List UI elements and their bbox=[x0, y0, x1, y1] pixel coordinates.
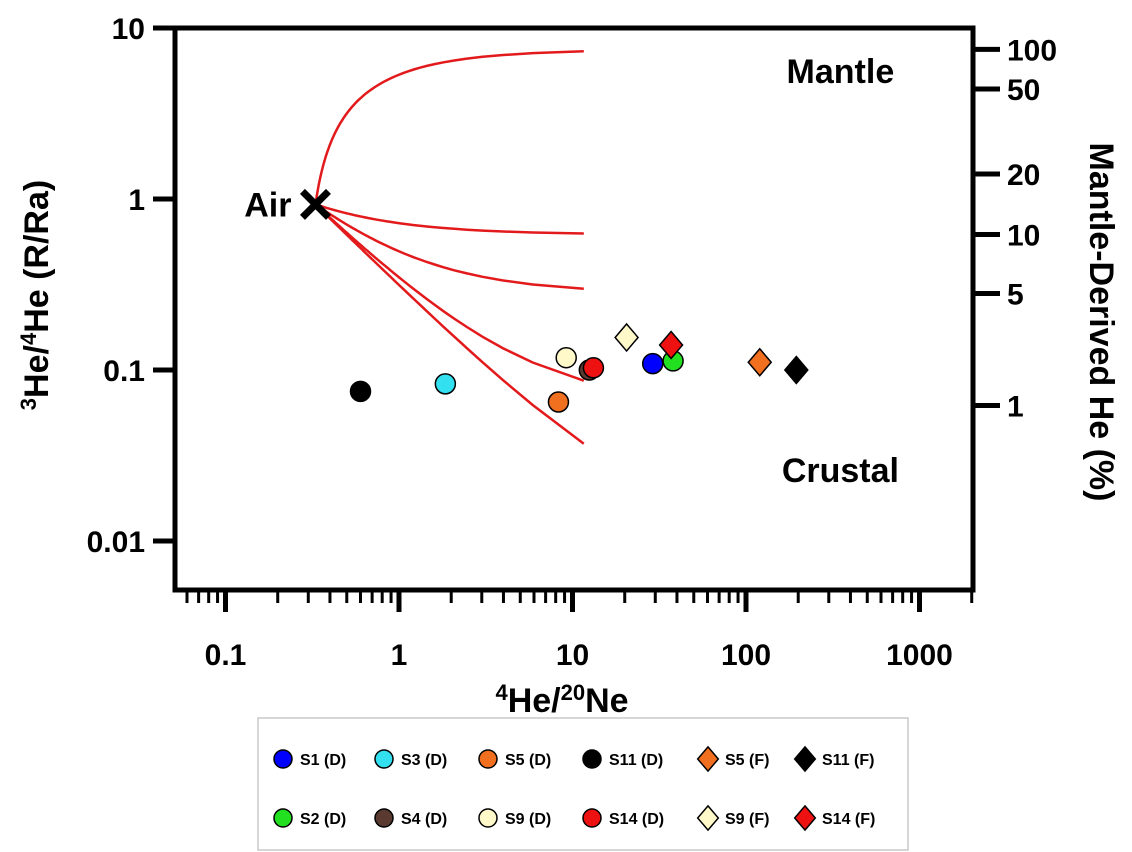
legend-item: S9 (F) bbox=[696, 804, 769, 832]
legend-item: S2 (D) bbox=[273, 808, 346, 828]
data-points bbox=[349, 322, 809, 413]
crustal-label: Crustal bbox=[782, 452, 899, 490]
legend-label: S9 (D) bbox=[505, 811, 551, 828]
y2-axis-title: Mantle-Derived He (%) bbox=[1082, 143, 1120, 502]
legend-item: S14 (F) bbox=[793, 804, 875, 832]
point-s3-d bbox=[434, 373, 457, 395]
legend-label: S5 (D) bbox=[505, 752, 551, 769]
plot-area-frame bbox=[172, 25, 976, 593]
x-tick-label: 0.1 bbox=[205, 639, 247, 672]
legend-label: S11 (F) bbox=[822, 752, 874, 769]
legend-marker bbox=[273, 749, 293, 769]
y-tick-label: 1 bbox=[128, 184, 145, 217]
x-tick-label: 1 bbox=[391, 639, 408, 672]
y2-tick-label: 1 bbox=[1007, 391, 1024, 424]
legend-item: S5 (D) bbox=[478, 749, 551, 769]
air-label: Air bbox=[244, 186, 291, 224]
legend-item: S4 (D) bbox=[374, 808, 447, 828]
y-tick-label: 10 bbox=[112, 13, 145, 46]
point-s14-d bbox=[582, 357, 605, 379]
legend-marker bbox=[582, 808, 602, 828]
legend-marker bbox=[273, 808, 293, 828]
legend: S1 (D) S3 (D) S5 (D) S11 (D) S5 (F) S11 (F) S2… bbox=[257, 717, 909, 851]
y2-tick-label: 100 bbox=[1007, 34, 1057, 67]
y2-tick-label: 50 bbox=[1007, 74, 1040, 107]
legend-item: S11 (D) bbox=[582, 749, 663, 769]
x-tick-label: 1000 bbox=[886, 639, 953, 672]
mantle-label: Mantle bbox=[787, 53, 895, 91]
legend-marker bbox=[374, 808, 394, 828]
point-s5-f bbox=[747, 347, 773, 377]
y-tick-label: 0.1 bbox=[103, 355, 145, 388]
legend-marker bbox=[793, 745, 817, 773]
air-endmember: Air bbox=[244, 186, 331, 224]
legend-label: S3 (D) bbox=[401, 752, 447, 769]
y2-tick-label: 5 bbox=[1007, 279, 1024, 312]
legend-label: S11 (D) bbox=[609, 752, 663, 769]
y-tick-label: 0.01 bbox=[87, 526, 145, 559]
y-axis-title: 3He/4He (R/Ra) bbox=[16, 180, 57, 410]
legend-item: S9 (D) bbox=[478, 808, 551, 828]
legend-marker bbox=[696, 804, 720, 832]
x-tick-label: 100 bbox=[721, 639, 771, 672]
point-s9-f bbox=[614, 322, 640, 353]
point-s11-d bbox=[349, 380, 372, 403]
legend-marker bbox=[582, 749, 602, 769]
air-cross-marker bbox=[299, 188, 331, 220]
legend-box bbox=[257, 717, 909, 851]
point-s14-f bbox=[658, 330, 684, 360]
x-axis-title: 4He/20Ne bbox=[495, 680, 628, 721]
point-s11-f bbox=[783, 355, 809, 385]
point-s9-d bbox=[555, 346, 577, 369]
legend-marker bbox=[696, 745, 720, 773]
axis-ticks bbox=[153, 25, 1000, 612]
point-s1-d bbox=[641, 352, 664, 375]
mixing-curve bbox=[314, 49, 584, 206]
air-cross-stroke bbox=[299, 188, 331, 220]
legend-label: S1 (D) bbox=[300, 752, 346, 769]
legend-item: S14 (D) bbox=[582, 808, 664, 828]
legend-item: S5 (F) bbox=[696, 745, 769, 773]
legend-item: S3 (D) bbox=[374, 749, 447, 769]
legend-label: S5 (F) bbox=[725, 752, 769, 769]
legend-label: S9 (F) bbox=[725, 811, 769, 828]
legend-item: S1 (D) bbox=[273, 749, 346, 769]
legend-label: S14 (F) bbox=[822, 811, 875, 828]
legend-marker bbox=[478, 808, 498, 828]
legend-marker bbox=[374, 749, 394, 769]
y2-tick-label: 10 bbox=[1007, 220, 1040, 253]
legend-label: S4 (D) bbox=[401, 811, 447, 828]
legend-marker bbox=[793, 804, 817, 832]
legend-item: S11 (F) bbox=[793, 745, 874, 773]
mixing-curve bbox=[314, 203, 584, 291]
y2-tick-label: 20 bbox=[1007, 159, 1040, 192]
legend-label: S14 (D) bbox=[609, 811, 664, 828]
point-s5-d bbox=[547, 391, 570, 413]
legend-marker bbox=[478, 749, 498, 769]
axis-labels: 0.1 1 10 100 1000 0.01 0.1 1 10 100 50 20 10 5 1 4He/20… bbox=[16, 13, 1121, 720]
legend-label: S2 (D) bbox=[300, 811, 346, 828]
x-tick-label: 10 bbox=[556, 639, 589, 672]
